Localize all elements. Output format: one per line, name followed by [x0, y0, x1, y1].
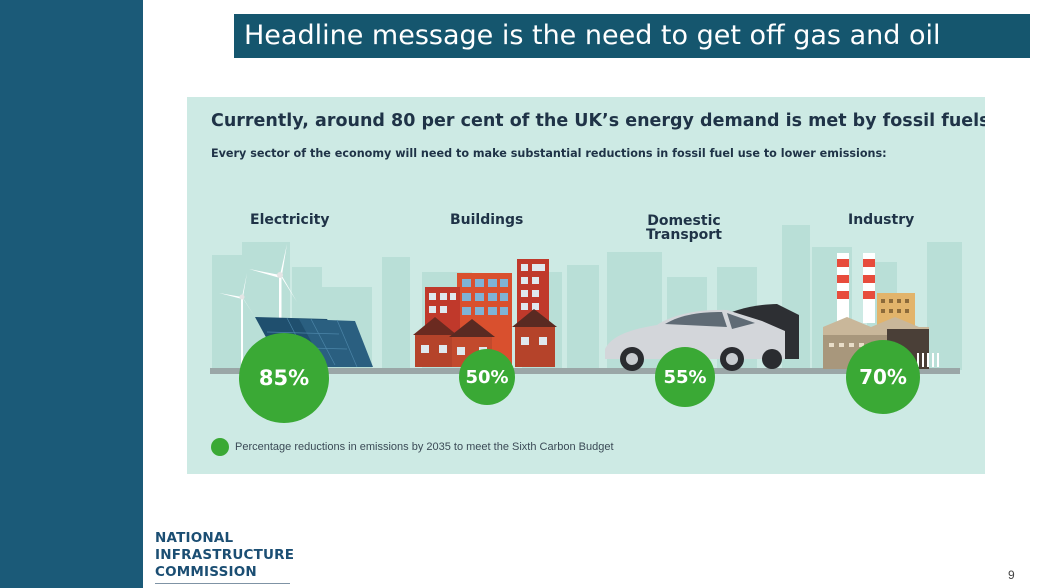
legend: Percentage reductions in emissions by 20… — [211, 438, 614, 456]
legend-marker — [211, 438, 229, 456]
infographic-subtitle: Every sector of the economy will need to… — [211, 147, 887, 160]
percentage-circle-domestic-transport: 55% — [655, 347, 715, 407]
page-number: 9 — [1008, 568, 1015, 582]
nic-logo: NATIONAL INFRASTRUCTURE COMMISSION — [155, 530, 295, 584]
car-icon — [605, 304, 799, 371]
percentage-circle-electricity: 85% — [239, 333, 329, 423]
infographic-panel: Currently, around 80 per cent of the UK’… — [187, 97, 985, 474]
ground-line — [210, 368, 960, 374]
sector-label-buildings: Buildings — [450, 212, 524, 228]
left-sidebar-bar — [0, 0, 143, 588]
sector-label-line: Transport — [646, 227, 722, 243]
logo-line: COMMISSION — [155, 564, 257, 580]
sector-label-electricity: Electricity — [250, 212, 330, 228]
legend-text: Percentage reductions in emissions by 20… — [235, 441, 614, 453]
logo-line: INFRASTRUCTURE — [155, 547, 295, 563]
sector-label-domestic-transport: Domestic Transport — [646, 214, 722, 242]
sector-illustrations — [210, 225, 962, 374]
sector-label-industry: Industry — [848, 212, 915, 228]
percentage-circle-industry: 70% — [846, 340, 920, 414]
headline-banner: Headline message is the need to get off … — [234, 14, 1030, 58]
logo-line: NATIONAL — [155, 530, 234, 546]
logo-underline — [155, 583, 290, 584]
percentage-circle-buildings: 50% — [459, 349, 515, 405]
infographic-title: Currently, around 80 per cent of the UK’… — [211, 111, 985, 131]
sector-label-line: Domestic — [647, 213, 721, 229]
wind-turbine-icon — [219, 273, 255, 370]
